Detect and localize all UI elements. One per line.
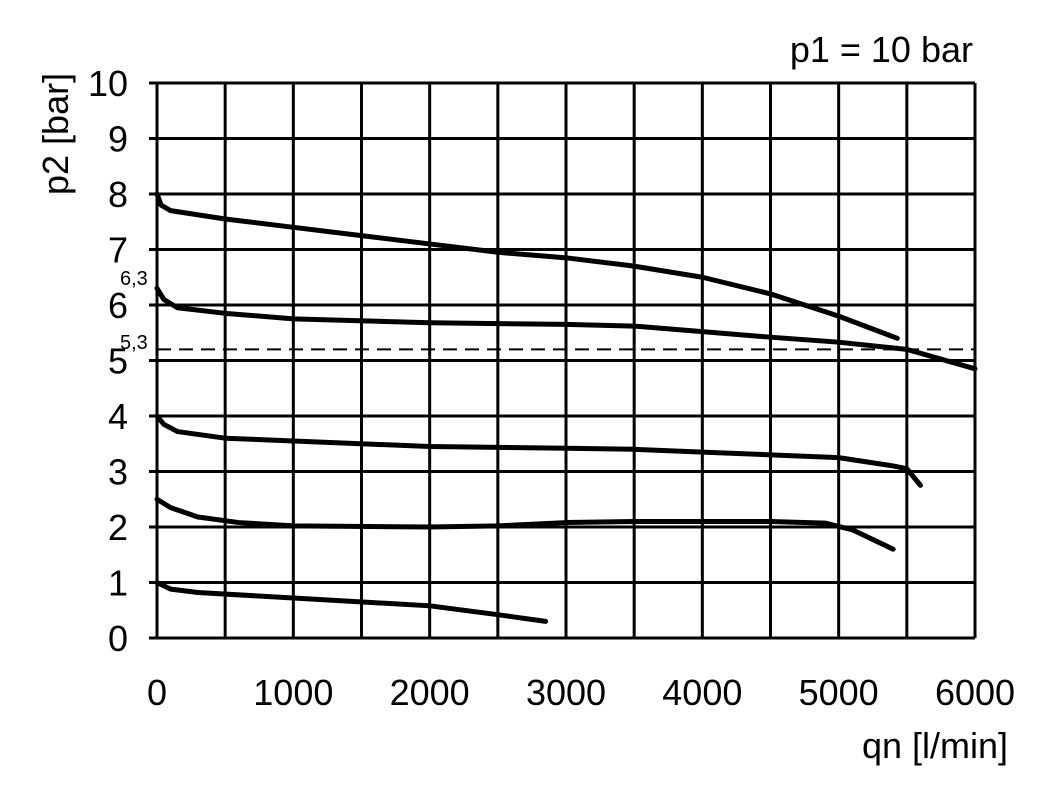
- y-tick-label: 0: [108, 618, 128, 659]
- extra-label: 5,3: [120, 332, 148, 354]
- y-tick-label: 9: [108, 119, 128, 160]
- x-tick-label: 0: [147, 672, 167, 713]
- y-tick-label: 7: [108, 230, 128, 271]
- curve-5: [154, 580, 549, 624]
- x-tick-labels: 0 1000 2000 3000 4000 5000 6000: [147, 672, 1015, 713]
- y-tick-label: 1: [108, 563, 128, 604]
- x-tick-label: 2000: [390, 672, 470, 713]
- y-axis-label: p2 [bar]: [35, 73, 76, 195]
- y-tick-label: 10: [88, 63, 128, 104]
- pressure-annotation: p1 = 10 bar: [790, 29, 973, 70]
- extra-labels: 6,3 5,3: [120, 268, 148, 354]
- y-tick-label: 4: [108, 396, 128, 437]
- grid: [149, 81, 977, 640]
- y-tick-label: 5: [108, 341, 128, 382]
- extra-label: 6,3: [120, 268, 148, 290]
- y-tick-labels: 0 1 2 3 4 5 6 7 8 9 10: [88, 63, 128, 659]
- x-tick-label: 6000: [935, 672, 1015, 713]
- x-tick-label: 5000: [799, 672, 879, 713]
- y-tick-label: 8: [108, 174, 128, 215]
- curve-1: [154, 191, 900, 341]
- curve-2: [154, 285, 978, 372]
- y-tick-label: 3: [108, 452, 128, 493]
- x-tick-label: 4000: [662, 672, 742, 713]
- curves: [154, 191, 978, 624]
- curve-4: [154, 496, 896, 552]
- y-tick-label: 6: [108, 285, 128, 326]
- y-tick-label: 2: [108, 507, 128, 548]
- x-tick-label: 1000: [253, 672, 333, 713]
- x-axis-label: qn [l/min]: [862, 725, 1008, 766]
- curve-3: [154, 413, 923, 488]
- x-tick-label: 3000: [526, 672, 606, 713]
